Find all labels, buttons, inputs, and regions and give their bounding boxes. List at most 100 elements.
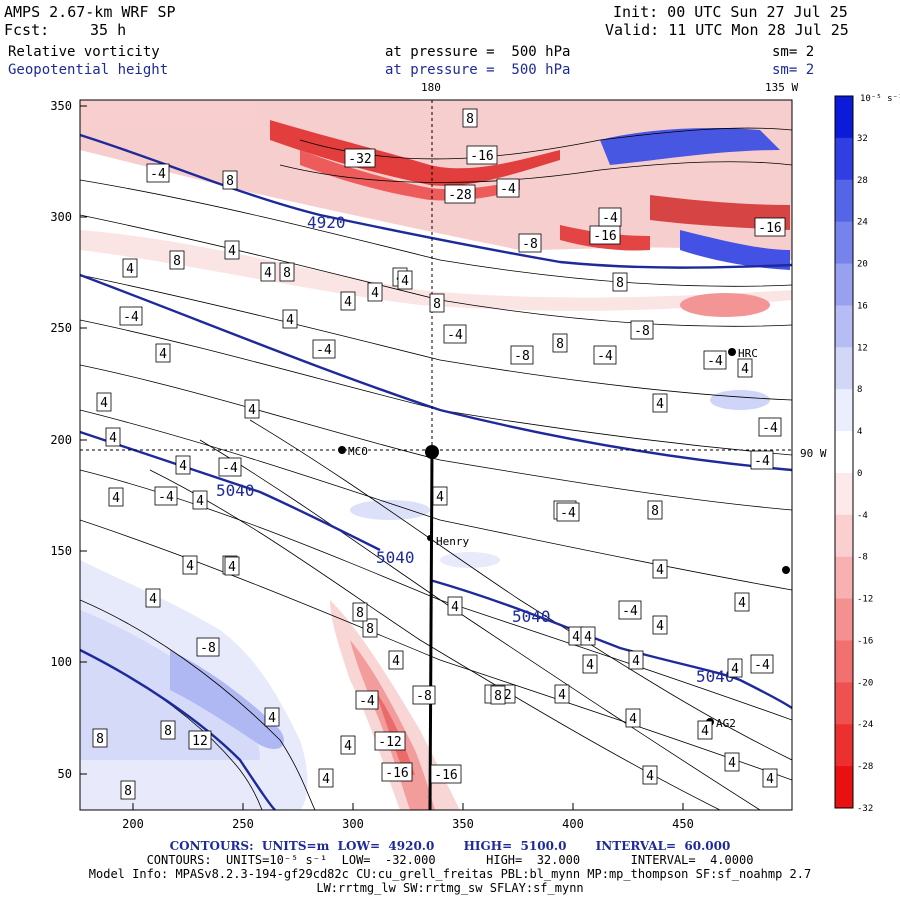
svg-text:4: 4 <box>436 490 444 505</box>
vorticity-label: 8 <box>429 293 445 313</box>
svg-text:4: 4 <box>228 244 236 259</box>
pressure2: at pressure = 500 hPa <box>385 62 571 78</box>
vorticity-label: -32 <box>344 148 376 168</box>
x-tick-label: 250 <box>232 817 254 831</box>
svg-text:8: 8 <box>96 732 104 747</box>
height-label: 5040 <box>376 548 415 567</box>
colorbar-segment <box>835 305 853 348</box>
pole-marker <box>425 445 439 459</box>
colorbar-label: 4 <box>857 427 862 437</box>
vorticity-label: 8 <box>222 170 238 190</box>
vorticity-label: 12 <box>188 730 212 750</box>
vorticity-label: -8 <box>630 320 654 340</box>
svg-text:-4: -4 <box>359 694 375 709</box>
svg-text:-16: -16 <box>385 766 408 781</box>
station-mco-dot <box>338 446 346 454</box>
colorbar-segment <box>835 724 853 767</box>
vorticity-label: 8 <box>92 728 108 748</box>
model-title: AMPS 2.67-km WRF SP <box>4 3 176 21</box>
vorticity-label: 8 <box>169 250 185 270</box>
svg-text:-4: -4 <box>500 182 516 197</box>
vorticity-label: 4 <box>762 768 778 788</box>
vorticity-label: 8 <box>362 618 378 638</box>
transect-line <box>428 449 434 810</box>
vorticity-label: -16 <box>381 762 413 782</box>
svg-text:-8: -8 <box>634 324 650 339</box>
vorticity-label: 4 <box>628 650 644 670</box>
svg-text:8: 8 <box>356 606 364 621</box>
svg-text:4: 4 <box>186 559 194 574</box>
x-tick-label: 400 <box>562 817 584 831</box>
station-hrc-dot <box>728 348 736 356</box>
vorticity-label: 4 <box>625 708 641 728</box>
svg-text:4: 4 <box>179 459 187 474</box>
height-contours <box>80 133 792 810</box>
svg-text:8: 8 <box>651 504 659 519</box>
vorticity-label: 4 <box>724 752 740 772</box>
plot-frame <box>79 99 793 811</box>
svg-text:-8: -8 <box>522 237 538 252</box>
colorbar-units: 10⁻⁵ s⁻¹ <box>860 94 900 104</box>
svg-text:8: 8 <box>164 724 172 739</box>
colorbar-segment <box>835 137 853 181</box>
vorticity-label: 4 <box>264 707 280 727</box>
vorticity-label: -16 <box>466 145 498 165</box>
vorticity-label: -8 <box>196 637 220 657</box>
colorbar-label: 32 <box>857 134 868 144</box>
vorticity-label: 4 <box>340 291 356 311</box>
svg-text:-4: -4 <box>762 421 778 436</box>
vorticity-label: -12 <box>374 731 406 751</box>
vorticity-label: -4 <box>750 450 774 470</box>
svg-text:4: 4 <box>286 313 294 328</box>
svg-text:-4: -4 <box>560 506 576 521</box>
vorticity-label: 4 <box>282 309 298 329</box>
svg-text:-4: -4 <box>222 461 238 476</box>
footer-model-info: Model Info: MPASv8.2.3-194-gf29cd82c CU:… <box>88 867 812 881</box>
x-tick-label: 450 <box>672 817 694 831</box>
svg-text:-28: -28 <box>448 188 471 203</box>
vorticity-label: 4 <box>367 282 383 302</box>
vorticity-label: 4 <box>397 270 413 290</box>
colorbar-label: 0 <box>857 469 862 479</box>
x-tick-label: 300 <box>342 817 364 831</box>
colorbar-segment <box>835 472 853 516</box>
vorticity-label: 4 <box>447 596 463 616</box>
y-tick-label: 350 <box>50 99 72 113</box>
vorticity-label: 4 <box>652 393 668 413</box>
svg-text:4: 4 <box>656 563 664 578</box>
y-tick-label: 300 <box>50 210 72 224</box>
svg-text:4: 4 <box>586 658 594 673</box>
colorbar-label: -28 <box>857 762 873 772</box>
vorticity-label: -4 <box>750 654 774 674</box>
svg-text:4: 4 <box>100 396 108 411</box>
footer-vorticity-contours: CONTOURS: UNITS=10⁻⁵ s⁻¹ LOW= -32.000 HI… <box>146 853 754 867</box>
colorbar-label: 20 <box>857 260 868 270</box>
fcst-value: 35 h <box>90 21 127 39</box>
vorticity-label: 8 <box>612 272 628 292</box>
vorticity-label: 4 <box>155 343 171 363</box>
field1-name: Relative vorticity <box>8 44 160 60</box>
vorticity-label: 4 <box>182 555 198 575</box>
vorticity-label: 8 <box>120 780 136 800</box>
colorbar-label: 28 <box>857 176 868 186</box>
y-tick-label: 150 <box>50 544 72 558</box>
svg-text:8: 8 <box>173 254 181 269</box>
station-henry-label: Henry <box>436 535 469 548</box>
colorbar-label: -20 <box>857 678 873 688</box>
svg-text:4: 4 <box>738 596 746 611</box>
svg-text:-4: -4 <box>602 211 618 226</box>
svg-text:-4: -4 <box>622 604 638 619</box>
colorbar-segment <box>835 556 853 600</box>
svg-text:8: 8 <box>556 337 564 352</box>
colorbar-segment <box>835 179 853 223</box>
colorbar: 32 28 24 20 16 12 8 4 0 -4 -8 -12 -16 -20 -24 -28 -32 <box>834 95 873 814</box>
vorticity-label: 4 <box>697 720 713 740</box>
colorbar-segment <box>835 347 853 390</box>
vorticity-label: -4 <box>443 324 467 344</box>
vorticity-label: 4 <box>652 559 668 579</box>
colorbar-segment <box>835 263 853 306</box>
lon-label-135w: 135 W <box>765 81 799 94</box>
vorticity-label: -4 <box>618 600 642 620</box>
svg-text:4: 4 <box>632 654 640 669</box>
vorticity-label: -4 <box>598 207 622 227</box>
